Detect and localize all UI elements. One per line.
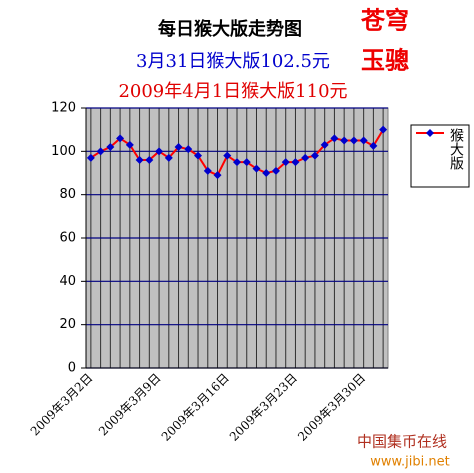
data-point — [349, 136, 358, 145]
data-point — [96, 147, 105, 156]
data-point — [252, 164, 261, 173]
data-point — [194, 151, 203, 160]
data-point — [155, 147, 164, 156]
data-point — [330, 134, 339, 143]
data-point — [145, 156, 154, 164]
data-point — [174, 143, 183, 151]
data-point — [369, 141, 378, 150]
data-point — [184, 145, 193, 154]
data-point — [106, 143, 115, 151]
data-point — [271, 166, 280, 175]
legend-marker — [426, 129, 434, 137]
data-point — [359, 136, 368, 145]
data-point — [262, 169, 271, 177]
y-tick-label: 40 — [59, 274, 76, 289]
y-tick-label: 20 — [59, 317, 76, 332]
data-point — [223, 151, 232, 160]
y-tick-label: 80 — [59, 187, 76, 202]
data-point — [320, 140, 329, 149]
data-point — [301, 153, 310, 162]
data-point — [379, 125, 388, 134]
brand-text: 玉骢 — [361, 46, 409, 75]
y-tick-label: 100 — [51, 144, 76, 159]
legend-label: 猴大版 — [448, 128, 464, 171]
data-point — [203, 166, 212, 175]
legend-box — [410, 124, 470, 188]
data-point — [125, 140, 134, 149]
watermark: www.jibi.net — [370, 455, 449, 470]
data-point — [291, 158, 300, 167]
data-point — [233, 158, 241, 167]
data-point — [213, 171, 222, 180]
chart-subtitle: 2009年4月1日猴大版110元 — [118, 81, 347, 102]
y-tick-label: 60 — [59, 231, 76, 246]
y-tick-label: 0 — [68, 361, 76, 376]
y-tick-label: 120 — [51, 101, 76, 116]
data-point — [135, 156, 144, 164]
chart-subtitle: 3月31日猴大版102.5元 — [136, 51, 330, 72]
data-point — [310, 151, 319, 160]
watermark: 中国集币在线 — [357, 433, 447, 451]
data-point — [86, 153, 95, 162]
data-point — [116, 134, 125, 143]
data-point — [281, 158, 290, 167]
data-point — [340, 136, 349, 145]
chart-title: 每日猴大版走势图 — [158, 18, 302, 40]
data-point — [242, 158, 251, 167]
brand-text: 苍穹 — [360, 6, 409, 35]
data-point — [164, 153, 173, 162]
